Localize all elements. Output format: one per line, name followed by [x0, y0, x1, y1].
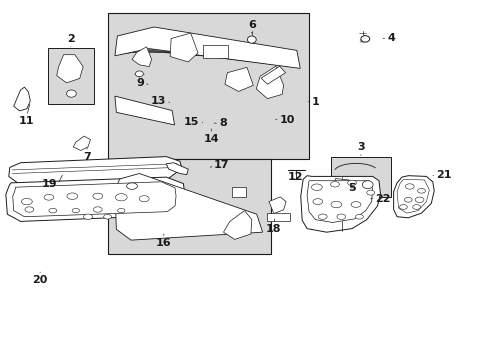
- Ellipse shape: [417, 189, 425, 193]
- Text: 5: 5: [347, 183, 355, 193]
- Polygon shape: [170, 33, 198, 62]
- Ellipse shape: [312, 199, 322, 204]
- Ellipse shape: [67, 193, 78, 199]
- Ellipse shape: [405, 184, 413, 189]
- Polygon shape: [166, 163, 188, 175]
- Text: 14: 14: [203, 134, 219, 144]
- Text: 18: 18: [265, 224, 281, 234]
- Ellipse shape: [366, 190, 374, 195]
- Ellipse shape: [72, 208, 79, 213]
- Polygon shape: [223, 211, 251, 239]
- Ellipse shape: [347, 180, 356, 186]
- Polygon shape: [256, 66, 283, 99]
- Polygon shape: [268, 197, 285, 213]
- Text: 7: 7: [83, 152, 91, 162]
- Bar: [48, 48, 94, 104]
- Ellipse shape: [49, 208, 57, 213]
- Polygon shape: [132, 47, 151, 67]
- Ellipse shape: [66, 90, 76, 97]
- Text: 15: 15: [184, 117, 199, 127]
- Ellipse shape: [330, 181, 339, 187]
- Ellipse shape: [399, 204, 407, 210]
- Polygon shape: [393, 176, 433, 218]
- Ellipse shape: [103, 214, 111, 219]
- Polygon shape: [335, 179, 349, 188]
- Ellipse shape: [44, 194, 54, 200]
- Ellipse shape: [83, 214, 92, 219]
- Text: 19: 19: [42, 179, 58, 189]
- Polygon shape: [57, 55, 83, 83]
- Ellipse shape: [139, 195, 149, 202]
- Text: 20: 20: [32, 275, 48, 285]
- Text: 3: 3: [356, 142, 364, 152]
- Ellipse shape: [355, 214, 363, 219]
- Text: 10: 10: [279, 114, 294, 125]
- Text: 1: 1: [311, 96, 319, 107]
- Ellipse shape: [330, 201, 341, 208]
- Ellipse shape: [350, 202, 360, 207]
- Ellipse shape: [25, 207, 34, 212]
- Ellipse shape: [93, 207, 102, 212]
- Polygon shape: [13, 182, 176, 217]
- Ellipse shape: [412, 204, 420, 210]
- Polygon shape: [73, 136, 90, 150]
- Ellipse shape: [336, 214, 345, 219]
- Polygon shape: [9, 157, 182, 184]
- Text: 16: 16: [156, 238, 171, 248]
- Bar: [203, 45, 228, 58]
- Text: 9: 9: [136, 78, 144, 88]
- Ellipse shape: [311, 184, 322, 190]
- Text: 6: 6: [247, 19, 255, 30]
- Text: 22: 22: [375, 194, 390, 204]
- Polygon shape: [6, 177, 184, 221]
- Text: 11: 11: [19, 116, 35, 126]
- Polygon shape: [396, 179, 428, 213]
- Text: 8: 8: [219, 118, 226, 128]
- Bar: [232, 187, 245, 197]
- Bar: [266, 213, 289, 221]
- Text: 21: 21: [435, 170, 451, 180]
- Ellipse shape: [247, 36, 256, 43]
- Ellipse shape: [126, 183, 137, 189]
- Ellipse shape: [117, 208, 125, 213]
- Polygon shape: [115, 96, 174, 125]
- Ellipse shape: [318, 214, 326, 219]
- Text: 17: 17: [214, 160, 229, 170]
- Polygon shape: [224, 67, 253, 91]
- Ellipse shape: [360, 36, 369, 42]
- Ellipse shape: [93, 193, 102, 199]
- Bar: [107, 13, 308, 159]
- Bar: [107, 159, 271, 254]
- Ellipse shape: [135, 71, 143, 77]
- Polygon shape: [261, 66, 285, 84]
- Ellipse shape: [414, 197, 423, 202]
- Polygon shape: [14, 87, 30, 111]
- Text: 12: 12: [287, 172, 303, 182]
- Ellipse shape: [21, 198, 32, 205]
- Text: 13: 13: [151, 96, 166, 106]
- Polygon shape: [115, 27, 300, 68]
- Text: 2: 2: [67, 34, 75, 44]
- Ellipse shape: [404, 197, 411, 202]
- Bar: [330, 157, 390, 197]
- Text: 4: 4: [386, 33, 394, 43]
- Polygon shape: [306, 181, 372, 222]
- Polygon shape: [115, 174, 262, 240]
- Ellipse shape: [362, 181, 372, 189]
- Ellipse shape: [115, 194, 127, 201]
- Polygon shape: [300, 176, 380, 232]
